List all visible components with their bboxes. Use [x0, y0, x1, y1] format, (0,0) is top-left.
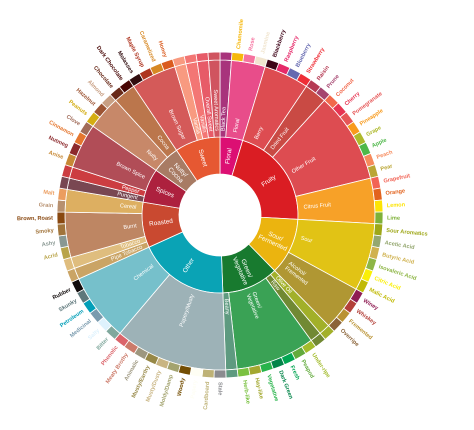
flavor-label-vegetative: Vegetative	[265, 374, 279, 402]
subcategory-label-sweet-aromatics: Sweet Aromatics	[212, 89, 220, 131]
flavor-label-moldy-damp: Moldy/Damp	[159, 373, 175, 407]
subcategory-label-citrus-fruit: Citrus Fruit	[303, 202, 331, 211]
flavor-label-peapod: Peapod	[300, 359, 315, 380]
subcategory-label-pungent: Pungent	[117, 191, 139, 201]
flavor-label-woody: Woody	[177, 376, 187, 396]
flavor-label-malt: Malt	[43, 190, 55, 197]
subcategory-label-beany: Beany	[223, 299, 230, 315]
flavor-cardboard[interactable]	[201, 368, 215, 379]
flavor-label-brown-roast: Brown, Roast	[17, 216, 53, 223]
sunburst-rings	[56, 51, 384, 379]
flavor-herb-like[interactable]	[236, 366, 251, 378]
flavor-malt[interactable]	[57, 187, 68, 202]
category-label-roasted: Roasted	[149, 218, 174, 228]
flavor-label-herb-like: Herb-like	[241, 380, 250, 405]
flavor-label-rubber: Rubber	[52, 287, 73, 301]
subcategory-label-sour: Sour	[300, 236, 313, 245]
flavor-label-hay-like: Hay-like	[253, 377, 264, 399]
category-label-floral: Floral	[224, 148, 233, 165]
flavor-stale[interactable]	[213, 369, 227, 379]
flavor-label-jasmine: Jasmine	[260, 31, 272, 54]
flavor-label-nutmeg: Nutmeg	[47, 135, 69, 149]
flavor-label-fresh: Fresh	[289, 365, 301, 382]
flavor-label-lime: Lime	[387, 216, 400, 222]
subcategory-label-berry: Berry	[254, 126, 265, 141]
flavor-ring-beany[interactable]	[225, 368, 239, 379]
subcategory-label-pepper: Pepper	[121, 185, 140, 196]
flavor-label-grape: Grape	[365, 125, 382, 138]
flavor-smoky[interactable]	[56, 223, 67, 237]
flavor-label-cherry: Cherry	[344, 90, 362, 107]
flavor-label-papery: Papery	[190, 379, 199, 399]
flavor-papery[interactable]	[189, 366, 204, 378]
flavor-lemon[interactable]	[373, 199, 384, 213]
flavor-label-winey: Winey	[362, 298, 380, 312]
flavor-ring-vanillin[interactable]	[183, 53, 198, 65]
flavor-ashy[interactable]	[57, 234, 69, 249]
flavor-label-stale: Stale	[217, 382, 223, 395]
flavor-label-clove: Clove	[65, 114, 81, 127]
subcategory-label-floral: Floral	[233, 118, 241, 133]
flavor-label-animalic: Animalic	[124, 359, 141, 382]
flavor-ring-sweet-aromatics[interactable]	[207, 51, 221, 61]
flavor-acetic-acid[interactable]	[371, 234, 383, 249]
flavor-chamomile[interactable]	[231, 52, 245, 63]
flavor-label-pear: Pear	[380, 163, 394, 172]
flavor-label-blackberry: Blackberry	[272, 28, 287, 58]
flavor-ring-black-tea[interactable]	[219, 51, 233, 61]
flavor-label-rose: Rose	[248, 37, 256, 52]
flavor-label-overripe: Overripe	[339, 328, 360, 348]
flavor-grain[interactable]	[56, 199, 67, 213]
flavor-label-smoky: Smoky	[35, 228, 55, 236]
flavor-label-chamomile: Chamomile	[236, 19, 245, 50]
flavor-label-acrid: Acrid	[43, 252, 59, 261]
flavor-label-bitter: Bitter	[96, 336, 111, 351]
flavor-label-raisin: Raisin	[316, 64, 331, 82]
flavor-label-prune: Prune	[326, 74, 341, 90]
flavor-label-butyric-acid: Butyric Acid	[381, 252, 415, 266]
flavor-label-lemon: Lemon	[387, 202, 406, 209]
subcategory-label-cereal: Cereal	[120, 203, 137, 210]
flavor-ring-overall-sweet[interactable]	[195, 52, 209, 63]
flavor-lime[interactable]	[374, 211, 384, 225]
flavor-label-acetic-acid: Acetic Acid	[384, 240, 415, 251]
flavor-label-apple: Apple	[371, 137, 388, 149]
flavor-label-ashy: Ashy	[41, 240, 56, 248]
flavor-label-dark-green: Dark Green	[277, 370, 294, 401]
flavor-rose[interactable]	[242, 53, 257, 65]
flavor-label-anise: Anise	[48, 150, 64, 161]
subcategory-label-overall-sweet: Overall Sweet	[203, 97, 213, 133]
subcategory-label-vanilla: Vanilla	[191, 117, 201, 135]
flavor-brown-roast[interactable]	[56, 211, 66, 225]
subcategory-label-black-tea: Black Tea	[221, 106, 228, 131]
flavor-label-cardboard: Cardboard	[203, 381, 211, 410]
flavor-label-grain: Grain	[38, 202, 54, 209]
flavor-label-salty: Salty	[87, 327, 101, 341]
flavor-label-honey: Honey	[157, 40, 169, 59]
flavor-orange[interactable]	[372, 187, 383, 202]
flavor-sour-aromatics[interactable]	[373, 223, 384, 237]
category-label-sweet: Sweet	[197, 149, 209, 168]
subcategory-label-vanillin: Vanillin	[198, 115, 207, 133]
subcategory-label-burnt: Burnt	[123, 223, 137, 231]
flavor-label-sour-aromatics: Sour Aromatics	[386, 228, 428, 238]
flavor-label-grapefruit: Grapefruit	[383, 173, 411, 184]
flavor-label-skunky: Skunky	[58, 298, 79, 314]
flavor-label-orange: Orange	[385, 188, 405, 196]
flavor-label-peach: Peach	[376, 149, 394, 161]
